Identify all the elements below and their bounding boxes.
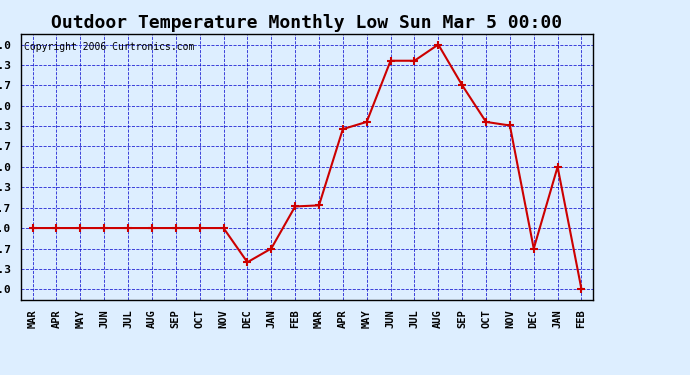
Text: Copyright 2006 Curtronics.com: Copyright 2006 Curtronics.com [23,42,194,52]
Title: Outdoor Temperature Monthly Low Sun Mar 5 00:00: Outdoor Temperature Monthly Low Sun Mar … [52,14,562,32]
